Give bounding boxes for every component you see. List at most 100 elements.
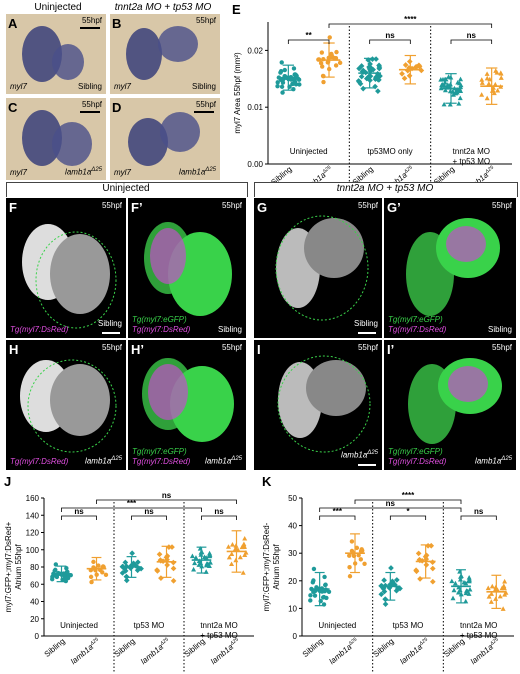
x-tick-label-sup: Δ25 [228, 637, 240, 648]
y-tick-label: 60 [30, 580, 39, 589]
genotype-label: Sibling [217, 325, 242, 334]
x-tick-label: lamb1aΔ25 [302, 165, 335, 182]
data-point [327, 35, 332, 40]
x-tick-label-sup: Δ25 [321, 165, 333, 176]
data-point [447, 101, 453, 107]
confocal-panel-h-prime: 55hpf Tg(myl7:eGFP) Tg(myl7:DsRed) lamb1… [128, 340, 246, 470]
ish-panel-a: 55hpf myl7 Sibling [6, 14, 106, 94]
data-point [308, 593, 313, 598]
scale-bar [102, 332, 120, 334]
stage-label: 55hpf [491, 343, 512, 352]
scale-bar [358, 332, 376, 334]
data-point [463, 590, 469, 596]
y-tick-label: 0 [293, 632, 298, 641]
significance-label: *** [333, 507, 343, 516]
data-point [439, 82, 445, 87]
panel-letter-b: B [112, 16, 122, 31]
data-point [446, 74, 452, 79]
gene-label: myl7 [114, 82, 131, 91]
data-point [279, 60, 284, 65]
genotype-label: lamb1aΔ25 [85, 456, 122, 466]
x-tick-label: lamb1aΔ25 [469, 637, 502, 667]
group-label: Uninjected [60, 621, 98, 630]
genotype-label: lamb1aΔ25 [475, 456, 512, 466]
data-point [479, 77, 485, 82]
significance-bracket [96, 499, 237, 504]
x-tick-label: lamb1aΔ25 [383, 165, 416, 182]
genotype-label: lamb1aΔ25 [65, 167, 102, 177]
reporter-gfp-label: Tg(myl7:eGFP) [388, 315, 443, 324]
data-point [158, 575, 164, 581]
data-point [280, 90, 285, 95]
genotype-sup: Δ25 [91, 167, 102, 174]
data-point [203, 555, 209, 560]
significance-label: * [406, 507, 410, 516]
data-point [347, 565, 352, 570]
data-point [415, 550, 422, 557]
x-tick-label-sup: Δ25 [402, 165, 414, 176]
significance-bracket [201, 515, 237, 520]
y-tick-label: 20 [288, 577, 297, 586]
data-point [454, 87, 460, 92]
significance-label: ns [474, 507, 484, 516]
reporter-gfp-label: Tg(myl7:eGFP) [388, 447, 443, 456]
data-point [237, 554, 243, 560]
reporter-dsred-label: Tg(myl7:DsRed) [132, 325, 191, 334]
significance-bracket [328, 23, 493, 28]
heart-image-g [275, 215, 369, 321]
y-tick-label: 0 [35, 632, 40, 641]
data-point [485, 585, 491, 591]
stage-label: 55hpf [101, 201, 122, 210]
header-mo: tnnt2a MO + tp53 MO [114, 2, 212, 13]
group-label: tp53MO only [367, 147, 412, 156]
significance-label: ns [144, 507, 154, 516]
data-point [89, 579, 94, 585]
data-point [326, 589, 332, 595]
heart-image-f [22, 224, 117, 329]
scale-bar [358, 464, 376, 466]
data-point [450, 92, 456, 97]
stage-label: 55hpf [357, 201, 378, 210]
data-point [467, 586, 473, 592]
data-point [388, 565, 394, 571]
data-point [207, 550, 213, 556]
data-point [489, 583, 495, 589]
data-point [494, 70, 500, 75]
data-point [206, 553, 212, 559]
data-point [442, 79, 448, 85]
data-point [226, 554, 232, 560]
data-point [275, 80, 280, 85]
data-point [416, 62, 422, 69]
x-tick-label-sup: Δ25 [158, 637, 170, 648]
scale-bar [194, 111, 214, 113]
data-point [291, 66, 297, 71]
data-point [164, 562, 171, 568]
data-point [413, 568, 420, 575]
data-point [225, 544, 231, 549]
data-point [463, 598, 469, 604]
group-label: + tp53 MO [453, 157, 491, 166]
reporter-dsred-label: Tg(myl7:DsRed) [388, 457, 447, 466]
data-point [53, 562, 59, 567]
data-point [492, 81, 498, 87]
heart-image-g-prime [406, 218, 500, 316]
x-tick-label: Sibling [43, 637, 67, 659]
significance-bracket [61, 507, 202, 512]
significance-label: ** [306, 31, 313, 40]
confocal-panel-g-prime: 55hpf Tg(myl7:eGFP) Tg(myl7:DsRed) Sibli… [384, 198, 516, 338]
panel-letter-g-prime: G’ [387, 200, 401, 215]
panel-letter-h: H [9, 342, 19, 357]
genotype-label: Sibling [77, 82, 102, 91]
data-point [123, 573, 130, 580]
uninjected-group-box [6, 182, 248, 197]
data-point [502, 592, 508, 597]
group-label: tp53 MO [134, 621, 165, 630]
confocal-panel-g: 55hpf Sibling [254, 198, 382, 338]
x-tick-label: Sibling [269, 165, 293, 182]
data-point [479, 80, 485, 85]
significance-bracket [131, 515, 167, 520]
data-point [312, 593, 318, 598]
data-point [333, 63, 339, 68]
data-point [452, 580, 458, 586]
data-point [455, 79, 461, 85]
